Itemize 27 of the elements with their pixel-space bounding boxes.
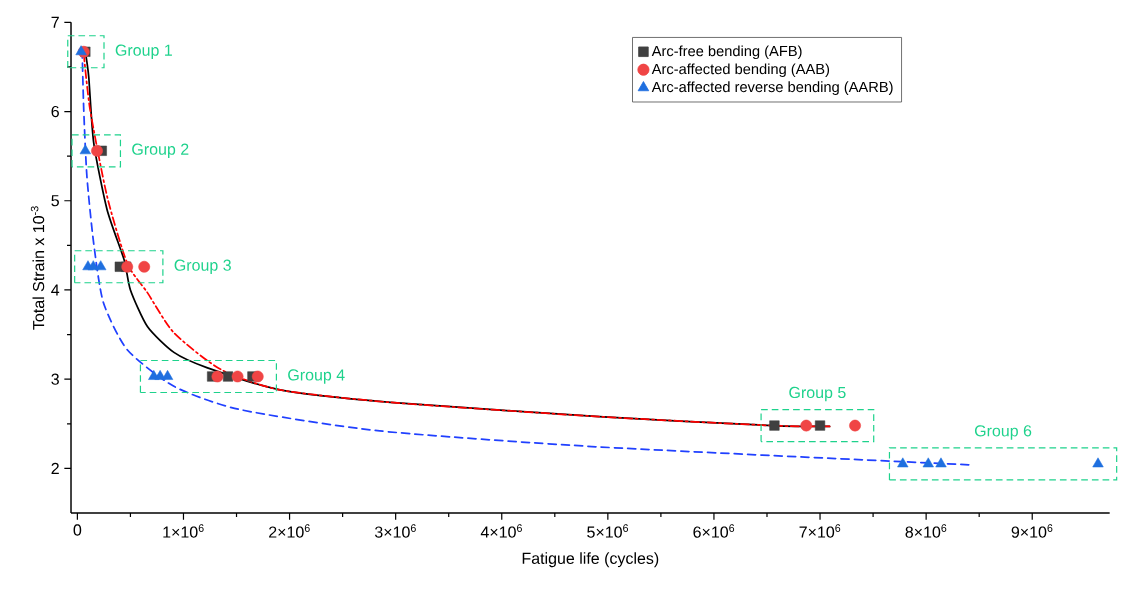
y-tick-label: 7 [51,16,59,28]
x-tick-label: 2×10$^{6}$ [269,524,310,538]
legend-label: Arc-free bending (AFB) [651,45,802,60]
annotation: Group 2 [132,143,189,159]
x-tick-label: 4×10$^{6}$ [480,524,522,538]
x-tick-label: 0 [73,524,82,536]
annotation: Group 4 [288,369,345,384]
y-tick-label: 3 [51,373,59,385]
annotation: Group 6 [974,425,1032,440]
y-tick-label: 4 [51,284,60,296]
annotation: Group 3 [174,259,231,275]
x-tick-label: 8×10$^{6}$ [905,524,947,538]
x-tick-label: 9×10$^{6}$ [1011,524,1053,538]
legend-label: Arc-affected bending (AAB) [651,63,830,78]
x-axis-title: Fatigue life (cycles) [522,552,659,568]
y-tick-label: 5 [51,195,59,207]
annotation: Group 1 [115,44,172,60]
x-tick-label: 5×10$^{6}$ [587,524,629,538]
x-tick-label: 1×10$^{6}$ [163,524,204,538]
x-tick-label: 3×10$^{6}$ [374,524,416,538]
legend-label: Arc-affected reverse bending (AARB) [651,81,893,96]
y-axis-title: Total Strain x 10$^{-3}$ [30,206,45,330]
y-tick-label: 2 [51,462,59,474]
y-tick-label: 6 [51,105,59,118]
x-tick-label: 7×10$^{6}$ [799,524,841,538]
x-tick-label: 6×10$^{6}$ [693,524,735,538]
annotation: Group 5 [789,386,846,402]
